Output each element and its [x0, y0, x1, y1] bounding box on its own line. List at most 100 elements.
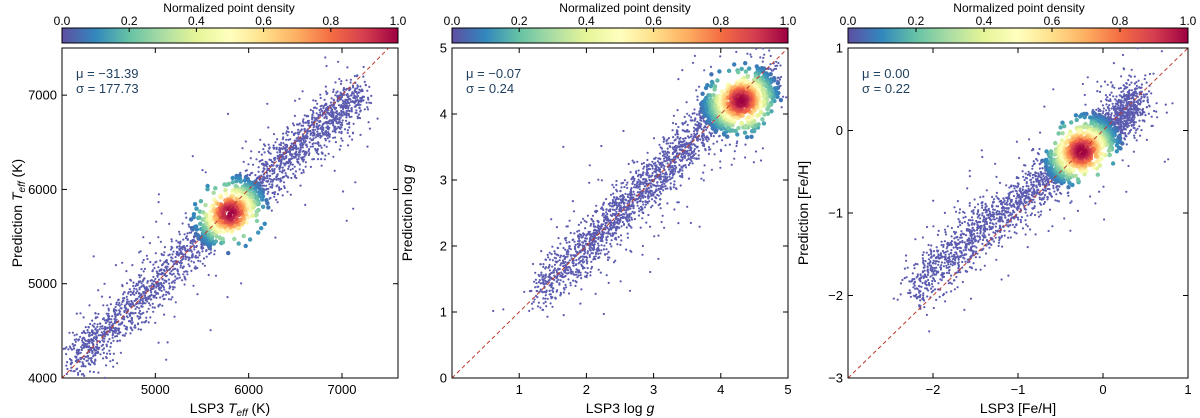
data-point	[690, 133, 693, 136]
data-point	[79, 335, 82, 338]
data-point	[700, 123, 703, 126]
data-point	[615, 188, 618, 191]
data-point	[151, 269, 154, 272]
data-point	[657, 184, 660, 187]
data-point	[636, 200, 639, 203]
data-point	[276, 201, 279, 204]
data-point	[605, 198, 608, 201]
data-point	[340, 126, 343, 129]
data-point	[776, 76, 780, 79]
data-point	[256, 230, 261, 235]
data-point	[165, 293, 168, 296]
data-point	[84, 332, 87, 335]
data-point	[544, 297, 547, 300]
data-point	[684, 164, 687, 167]
data-point	[775, 60, 778, 63]
data-point	[282, 142, 285, 145]
data-point	[161, 284, 165, 288]
data-point	[615, 201, 618, 204]
data-point	[125, 300, 129, 304]
colorbar-tick-label: 0.0	[54, 14, 71, 28]
data-point	[580, 277, 583, 280]
data-point	[361, 99, 364, 102]
data-point	[641, 253, 644, 256]
data-point	[137, 274, 141, 277]
data-point	[129, 279, 133, 282]
data-point	[614, 236, 617, 239]
data-point	[779, 64, 782, 67]
data-point	[271, 169, 274, 173]
data-point	[86, 329, 89, 332]
data-point	[106, 340, 110, 343]
data-point	[182, 273, 185, 276]
data-point	[590, 217, 593, 220]
data-point	[559, 279, 562, 282]
data-point	[733, 157, 736, 160]
data-point	[546, 297, 549, 300]
data-point	[82, 316, 85, 319]
data-point	[602, 312, 605, 316]
data-point	[203, 202, 208, 208]
data-point	[687, 177, 691, 180]
data-point	[275, 178, 278, 181]
data-point	[267, 190, 270, 193]
colorbar-tick-label: 0.2	[121, 14, 138, 28]
data-point	[605, 211, 608, 214]
data-point	[556, 260, 559, 263]
data-point	[333, 169, 336, 172]
data-point	[213, 239, 218, 244]
data-point	[90, 359, 93, 362]
data-point	[262, 148, 265, 151]
data-point	[676, 133, 680, 136]
data-point	[594, 292, 597, 295]
data-point	[623, 185, 626, 189]
data-point	[606, 215, 609, 218]
data-point	[92, 325, 96, 328]
data-point	[622, 129, 625, 133]
data-point	[782, 95, 785, 98]
data-point	[330, 122, 333, 125]
data-point	[311, 145, 314, 148]
data-point	[709, 72, 714, 77]
data-point	[376, 117, 379, 120]
data-point	[281, 166, 284, 169]
data-point	[171, 296, 174, 299]
data-point	[324, 85, 327, 88]
data-point	[182, 265, 185, 268]
data-point	[658, 202, 662, 206]
data-point	[214, 274, 218, 277]
data-point	[65, 346, 68, 349]
data-point	[312, 99, 315, 102]
data-point	[562, 287, 566, 290]
data-point	[363, 80, 366, 83]
data-point	[91, 350, 94, 353]
data-point	[83, 338, 86, 341]
data-point	[629, 225, 632, 228]
data-point	[323, 133, 327, 136]
data-point	[112, 339, 115, 342]
data-point	[638, 188, 642, 191]
data-point	[110, 342, 113, 345]
data-point	[660, 220, 663, 224]
data-point	[131, 264, 134, 267]
data-point	[201, 169, 204, 172]
data-point	[84, 342, 87, 345]
colorbar-tick-label: 1.0	[780, 14, 797, 28]
data-point	[352, 96, 355, 99]
data-point	[158, 278, 161, 281]
data-point	[708, 84, 714, 89]
data-point	[96, 323, 99, 326]
data-point	[66, 361, 69, 364]
data-point	[268, 197, 271, 200]
data-point	[561, 272, 564, 276]
data-point	[562, 145, 565, 148]
data-point	[96, 345, 99, 348]
data-point	[338, 118, 341, 121]
data-point	[550, 284, 553, 287]
data-point	[309, 108, 312, 112]
data-point	[304, 203, 307, 206]
data-point	[735, 50, 738, 54]
data-point	[273, 195, 276, 198]
data-point	[557, 254, 560, 257]
data-point	[719, 166, 722, 169]
